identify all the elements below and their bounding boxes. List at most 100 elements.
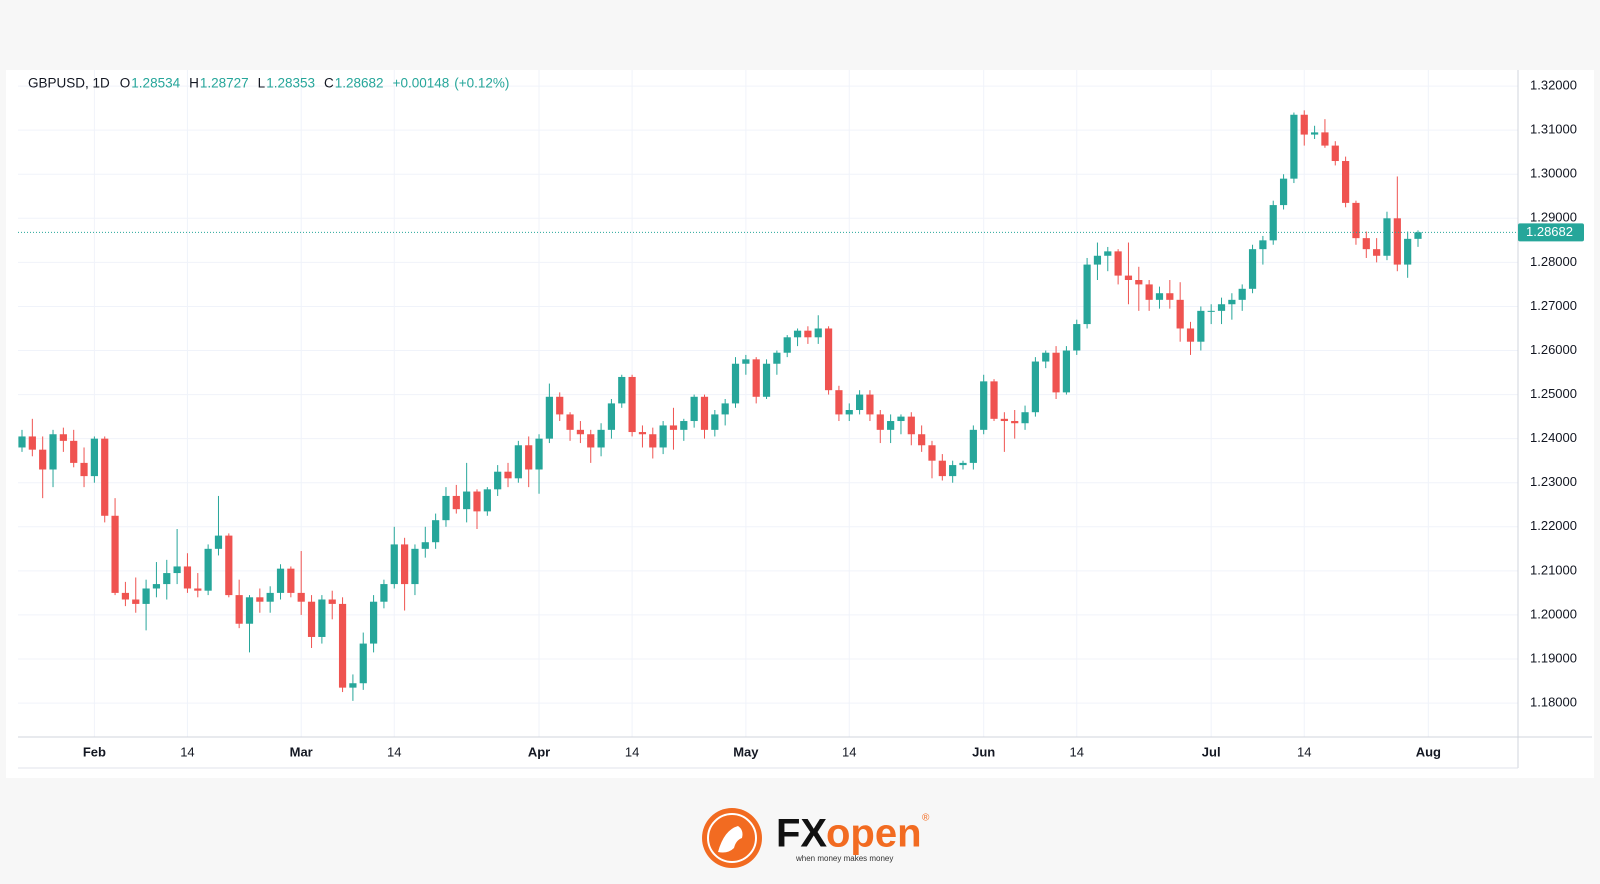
candle-body [1145,284,1153,300]
candle-body [318,599,326,637]
candle-body [762,363,771,397]
candle-body [690,396,698,422]
candle-body [432,520,440,543]
candle-body [525,445,533,470]
symbol-label: GBPUSD, 1D [28,76,110,91]
candle-body [700,396,709,430]
candle-body [369,601,378,644]
candle-body [597,429,605,448]
candle-body [514,445,522,479]
candle-body [990,381,998,419]
ohlc-value: 1.28534 [131,76,180,91]
candle-body [814,328,822,338]
candle-body [276,568,285,593]
candle-body [721,403,729,415]
candle-body [1331,145,1339,162]
candle-body [969,429,977,463]
candle-body [1248,249,1257,289]
candle-body [1228,299,1236,305]
grid [18,70,1518,737]
candle-body [1362,238,1370,250]
candle-body [328,599,336,604]
candle-body [1000,418,1008,422]
candle-body [638,432,647,435]
last-price-box [1518,223,1584,242]
y-tick-label: 1.29000 [1530,210,1577,225]
ohlc-key: H [189,76,199,91]
candle-body [338,603,347,688]
candle-body [214,535,223,549]
candle-body [731,363,740,404]
y-tick-label: 1.20000 [1530,606,1577,621]
candle-body [1238,288,1246,300]
y-tick-label: 1.22000 [1530,518,1577,533]
candle-body [545,396,553,439]
logo: FX open ® when money makes money [702,808,930,868]
logo-icon-shape [718,826,743,853]
candle-body [349,683,357,688]
x-tick-label: Jul [1202,744,1221,759]
candle-body [1114,251,1122,276]
x-tick-label: 14 [387,744,401,759]
candle-body [266,592,274,602]
candle-body [101,438,109,516]
legend-header: GBPUSD, 1D O 1.28534 H 1.28727 L 1.28353 C 1.286… [28,76,509,91]
candle-body [1383,218,1391,256]
candle-body [401,544,409,585]
candle-body [1186,328,1195,342]
candle-body [380,584,388,602]
y-tick-label: 1.30000 [1530,166,1577,181]
candle-body [183,566,192,589]
candle-body [1352,202,1360,239]
candle-body [245,597,254,624]
ohlc-value: 1.28682 [335,76,384,91]
candle-body [742,359,750,364]
x-tick-label: 14 [1070,744,1084,759]
candle-body [649,434,657,448]
candle-body [1310,132,1319,135]
candle-body [907,416,915,435]
candle-body [1021,412,1029,424]
logo-tagline: when money makes money [795,854,893,863]
x-tick-label: Mar [290,744,313,759]
candle-body [18,436,26,448]
candle-body [576,429,584,435]
candle-body [142,588,150,604]
candle-body [1300,114,1308,135]
candle-body [1217,304,1226,311]
candle-body [1093,255,1102,265]
candle-body [1342,161,1350,203]
candle-body [111,515,119,593]
candle-body [1011,421,1019,424]
candle-body [1321,132,1329,146]
candle-body [752,359,760,397]
candle-body [1207,310,1215,312]
candle-body [411,548,419,585]
candle-body [1279,178,1288,206]
candle-body [359,643,367,684]
candle-body [39,449,47,470]
x-tick-label: 14 [180,744,194,759]
ohlc-value: 1.28727 [200,76,249,91]
axes: 1.18000 1.19000 1.20000 1.21000 1.22000 1.230… [83,78,1584,759]
y-tick-label: 1.28000 [1530,254,1577,269]
candle-body [80,462,88,477]
candle-body [463,491,471,510]
candle-body [1104,251,1112,256]
candle-body [1373,249,1381,256]
candle-body [1290,114,1298,179]
candle-body [59,434,67,441]
y-tick-label: 1.19000 [1530,650,1577,665]
ohlc-value: 1.28353 [266,76,315,91]
candle-body [1052,352,1060,393]
candle-body [783,337,791,353]
candles [18,110,1518,701]
candle-body [307,601,316,637]
candle-body [287,568,295,593]
x-tick-label: Feb [83,744,106,759]
x-tick-label: 14 [842,744,856,759]
logo-icon-ring [707,813,757,863]
candle-body [1135,280,1143,285]
change-value: +0.00148 [393,76,450,91]
